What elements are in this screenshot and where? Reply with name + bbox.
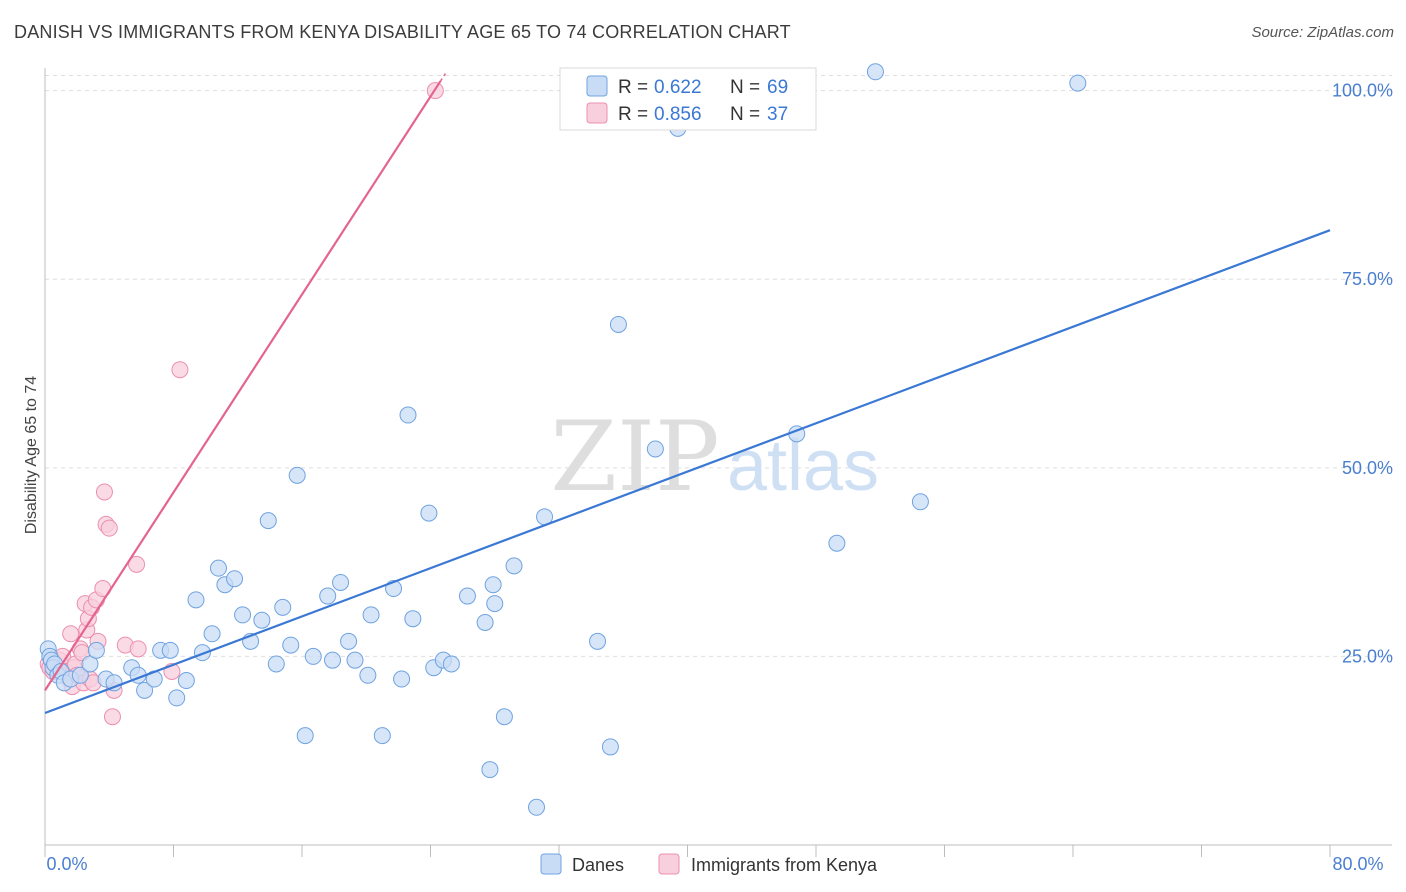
danes-point [420, 504, 438, 522]
series-kenya-points [39, 82, 444, 726]
chart-title: DANISH VS IMMIGRANTS FROM KENYA DISABILI… [14, 22, 791, 42]
bottom-legend-label-danes: Danes [572, 855, 624, 875]
danes-point [359, 666, 377, 684]
danes-point [646, 440, 664, 458]
danes-point [105, 674, 123, 692]
danes-point [601, 738, 619, 756]
watermark-zip: ZIP [550, 401, 719, 513]
legend-r-label-danes: R = [618, 77, 648, 98]
x-tick-min: 0.0% [46, 854, 87, 874]
danes-point [296, 727, 314, 745]
danes-point [319, 587, 337, 605]
danes-point [362, 606, 380, 624]
danes-point [187, 591, 205, 609]
series-danes-points [39, 63, 1087, 816]
danes-point [458, 587, 476, 605]
legend-n-value-kenya: 37 [767, 104, 788, 125]
axes-layer [44, 68, 1392, 857]
legend-swatch-kenya [586, 102, 608, 124]
danes-point [209, 559, 227, 577]
danes-point [1069, 74, 1087, 92]
kenya-point [62, 625, 80, 643]
legend-n-label-danes: N = [730, 77, 760, 98]
kenya-point [171, 361, 189, 379]
danes-point [476, 613, 494, 631]
danes-point [161, 641, 179, 659]
kenya-point [100, 519, 118, 537]
danes-point [481, 761, 499, 779]
danes-point [71, 666, 89, 684]
legend-n-value-danes: 69 [767, 77, 788, 98]
danes-point [528, 798, 546, 816]
y-axis-label: Disability Age 65 to 74 [23, 376, 40, 534]
danes-point [373, 727, 391, 745]
danes-point [81, 655, 99, 673]
danes-point [399, 406, 417, 424]
danes-point [234, 606, 252, 624]
x-tick-max: 80.0% [1332, 854, 1383, 874]
danes-trend-line [44, 229, 1331, 715]
danes-point [304, 647, 322, 665]
kenya-point [129, 640, 147, 658]
danes-point [495, 708, 513, 726]
trend-lines [44, 71, 1331, 715]
y-tick-label: 100.0% [1332, 81, 1393, 101]
legend-r-label-kenya: R = [618, 104, 648, 125]
danes-point [136, 681, 154, 699]
legend-box: R = 0.622 N = 69 R = 0.856 N = 37 [559, 67, 817, 131]
kenya-trend-line [44, 80, 442, 691]
danes-point [282, 636, 300, 654]
danes-point [274, 598, 292, 616]
legend-r-value-kenya: 0.856 [654, 104, 702, 125]
danes-point [168, 689, 186, 707]
danes-point [267, 655, 285, 673]
bottom-legend-swatch-kenya [658, 853, 680, 875]
kenya-trend-extension [439, 71, 448, 82]
danes-point [288, 466, 306, 484]
danes-point [589, 632, 607, 650]
danes-point [324, 651, 342, 669]
kenya-point [103, 708, 121, 726]
danes-point [505, 557, 523, 575]
danes-point [404, 610, 422, 628]
legend-swatch-danes [586, 75, 608, 97]
danes-point [226, 570, 244, 588]
danes-point [177, 672, 195, 690]
y-tick-label: 25.0% [1342, 646, 1393, 666]
danes-point [484, 576, 502, 594]
danes-point [253, 611, 271, 629]
danes-point [346, 651, 364, 669]
legend-r-value-danes: 0.622 [654, 77, 702, 98]
danes-point [393, 670, 411, 688]
danes-point [193, 644, 211, 662]
danes-point [259, 512, 277, 530]
danes-point [332, 573, 350, 591]
legend-n-label-kenya: N = [730, 104, 760, 125]
bottom-legend-swatch-danes [540, 853, 562, 875]
danes-point [911, 493, 929, 511]
bottom-legend-label-kenya: Immigrants from Kenya [691, 855, 878, 875]
y-tick-label: 75.0% [1342, 269, 1393, 289]
chart-source: Source: ZipAtlas.com [1251, 24, 1394, 41]
bottom-legend: Danes Immigrants from Kenya [540, 853, 878, 875]
y-tick-labels: 25.0% 50.0% 75.0% 100.0% [1332, 81, 1393, 667]
danes-point [609, 315, 627, 333]
danes-point [203, 625, 221, 643]
danes-point [340, 632, 358, 650]
danes-point [486, 595, 504, 613]
grid-layer [45, 75, 1392, 657]
y-tick-label: 50.0% [1342, 458, 1393, 478]
danes-point [866, 63, 884, 81]
danes-point [87, 641, 105, 659]
danes-point [828, 534, 846, 552]
kenya-point [128, 555, 146, 573]
danes-point [442, 655, 460, 673]
kenya-point [95, 483, 113, 501]
